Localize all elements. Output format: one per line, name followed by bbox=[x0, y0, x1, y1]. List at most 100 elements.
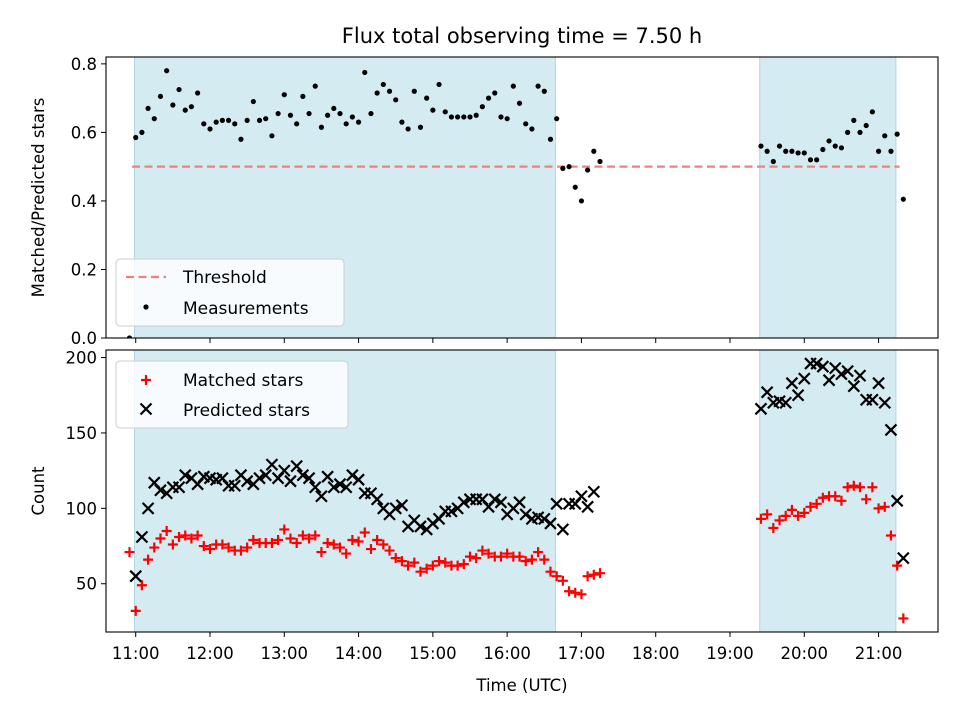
x-tick-label: 20:00 bbox=[781, 644, 829, 663]
matched-point bbox=[780, 510, 791, 521]
predicted-point bbox=[352, 473, 365, 486]
matched-point bbox=[316, 547, 327, 558]
legend-predicted-swatch bbox=[139, 402, 153, 416]
predicted-point bbox=[853, 369, 867, 382]
predicted-point bbox=[785, 376, 799, 390]
measurement-point bbox=[585, 167, 591, 173]
matched-point bbox=[205, 544, 215, 555]
measurement-point bbox=[832, 143, 838, 149]
panel-counts: 50 100 150 200 11:00 12:00 13:00 14:00 15:00 16:0… bbox=[29, 349, 939, 695]
y-tick-label: 0.0 bbox=[71, 329, 97, 348]
predicted-point bbox=[816, 360, 830, 373]
predicted-point bbox=[315, 490, 328, 503]
y-tick-label: 0.6 bbox=[71, 123, 97, 142]
measurement-point bbox=[399, 119, 405, 125]
predicted-point bbox=[866, 393, 879, 407]
measurement-point bbox=[597, 158, 603, 165]
matched-point bbox=[892, 560, 903, 571]
x-tick-label: 12:00 bbox=[186, 644, 234, 663]
x-tick-label: 13:00 bbox=[261, 644, 309, 663]
x-tick-label: 14:00 bbox=[335, 644, 383, 663]
predicted-point bbox=[847, 379, 861, 393]
measurement-point bbox=[516, 100, 523, 106]
matched-point bbox=[526, 554, 537, 565]
predicted-point bbox=[154, 483, 167, 497]
measurement-point bbox=[529, 126, 535, 132]
matched-point bbox=[427, 560, 438, 571]
measurement-point bbox=[312, 83, 318, 89]
measurement-point bbox=[479, 104, 485, 110]
measurement-point bbox=[182, 107, 188, 113]
matched-point bbox=[570, 587, 581, 598]
measurement-point bbox=[789, 148, 795, 154]
matched-point bbox=[551, 571, 562, 582]
measurement-point bbox=[578, 198, 585, 204]
predicted-point bbox=[333, 477, 347, 491]
measurement-point bbox=[783, 148, 789, 154]
matched-point bbox=[396, 556, 407, 567]
matched-point bbox=[415, 566, 426, 577]
measurement-point bbox=[547, 136, 554, 142]
matched-point bbox=[174, 531, 185, 542]
predicted-point bbox=[259, 468, 272, 482]
measurement-point bbox=[306, 110, 312, 117]
matched-point bbox=[335, 542, 345, 553]
matched-point bbox=[372, 535, 383, 546]
matched-point bbox=[539, 554, 550, 565]
predicted-point bbox=[519, 508, 532, 521]
matched-point bbox=[582, 571, 593, 582]
predicted-point bbox=[556, 523, 570, 536]
measurement-point bbox=[157, 93, 164, 100]
predicted-point bbox=[296, 468, 310, 482]
measurement-point bbox=[826, 138, 832, 144]
matched-point bbox=[143, 554, 154, 565]
predicted-point bbox=[779, 396, 792, 410]
measurement-point bbox=[560, 165, 566, 171]
matched-point bbox=[266, 538, 277, 549]
measurement-point bbox=[504, 116, 510, 122]
legend-box bbox=[115, 258, 345, 327]
matched-point bbox=[588, 569, 599, 580]
matched-point bbox=[403, 560, 414, 571]
matched-point bbox=[799, 507, 810, 518]
measurement-point bbox=[188, 104, 195, 110]
measurement-point bbox=[294, 121, 300, 127]
legend-matched-swatch bbox=[141, 375, 151, 385]
matched-point bbox=[811, 498, 822, 509]
measurement-point bbox=[133, 134, 139, 141]
shaded-span bbox=[759, 57, 897, 338]
matched-point bbox=[805, 501, 816, 512]
matched-point bbox=[285, 533, 296, 544]
x-tick-label: 15:00 bbox=[409, 644, 457, 663]
matched-point bbox=[198, 541, 209, 552]
matched-point bbox=[167, 539, 178, 550]
predicted-point bbox=[321, 470, 334, 483]
measurement-point bbox=[448, 114, 455, 120]
measurement-point bbox=[195, 90, 201, 96]
matched-point bbox=[235, 545, 246, 556]
predicted-point bbox=[284, 474, 297, 488]
matched-point bbox=[471, 553, 482, 564]
matched-point bbox=[124, 547, 135, 558]
chart-title: Flux total observing time = 7.50 h bbox=[342, 24, 702, 48]
measurement-point bbox=[455, 114, 461, 120]
measurement-point bbox=[566, 164, 572, 170]
matched-point bbox=[514, 551, 525, 562]
panel-ratio: 0.0 0.2 0.4 0.6 0.8 Matched/Predicted stars Th… bbox=[29, 55, 939, 348]
predicted-point bbox=[754, 402, 768, 416]
matched-point bbox=[384, 545, 395, 556]
predicted-point bbox=[135, 530, 149, 544]
measurement-point bbox=[776, 143, 783, 149]
predicted-point bbox=[872, 376, 885, 390]
measurement-point bbox=[424, 95, 430, 101]
measurement-point bbox=[801, 150, 807, 156]
measurement-point bbox=[591, 148, 597, 154]
y-tick-label: 200 bbox=[66, 349, 98, 368]
predicted-point bbox=[253, 471, 266, 485]
measurement-point bbox=[572, 184, 578, 190]
measurement-point bbox=[201, 121, 207, 127]
matched-point bbox=[217, 539, 228, 550]
matched-point bbox=[762, 509, 773, 520]
x-axis-label: Time (UTC) bbox=[475, 676, 567, 695]
measurement-point bbox=[374, 90, 380, 96]
